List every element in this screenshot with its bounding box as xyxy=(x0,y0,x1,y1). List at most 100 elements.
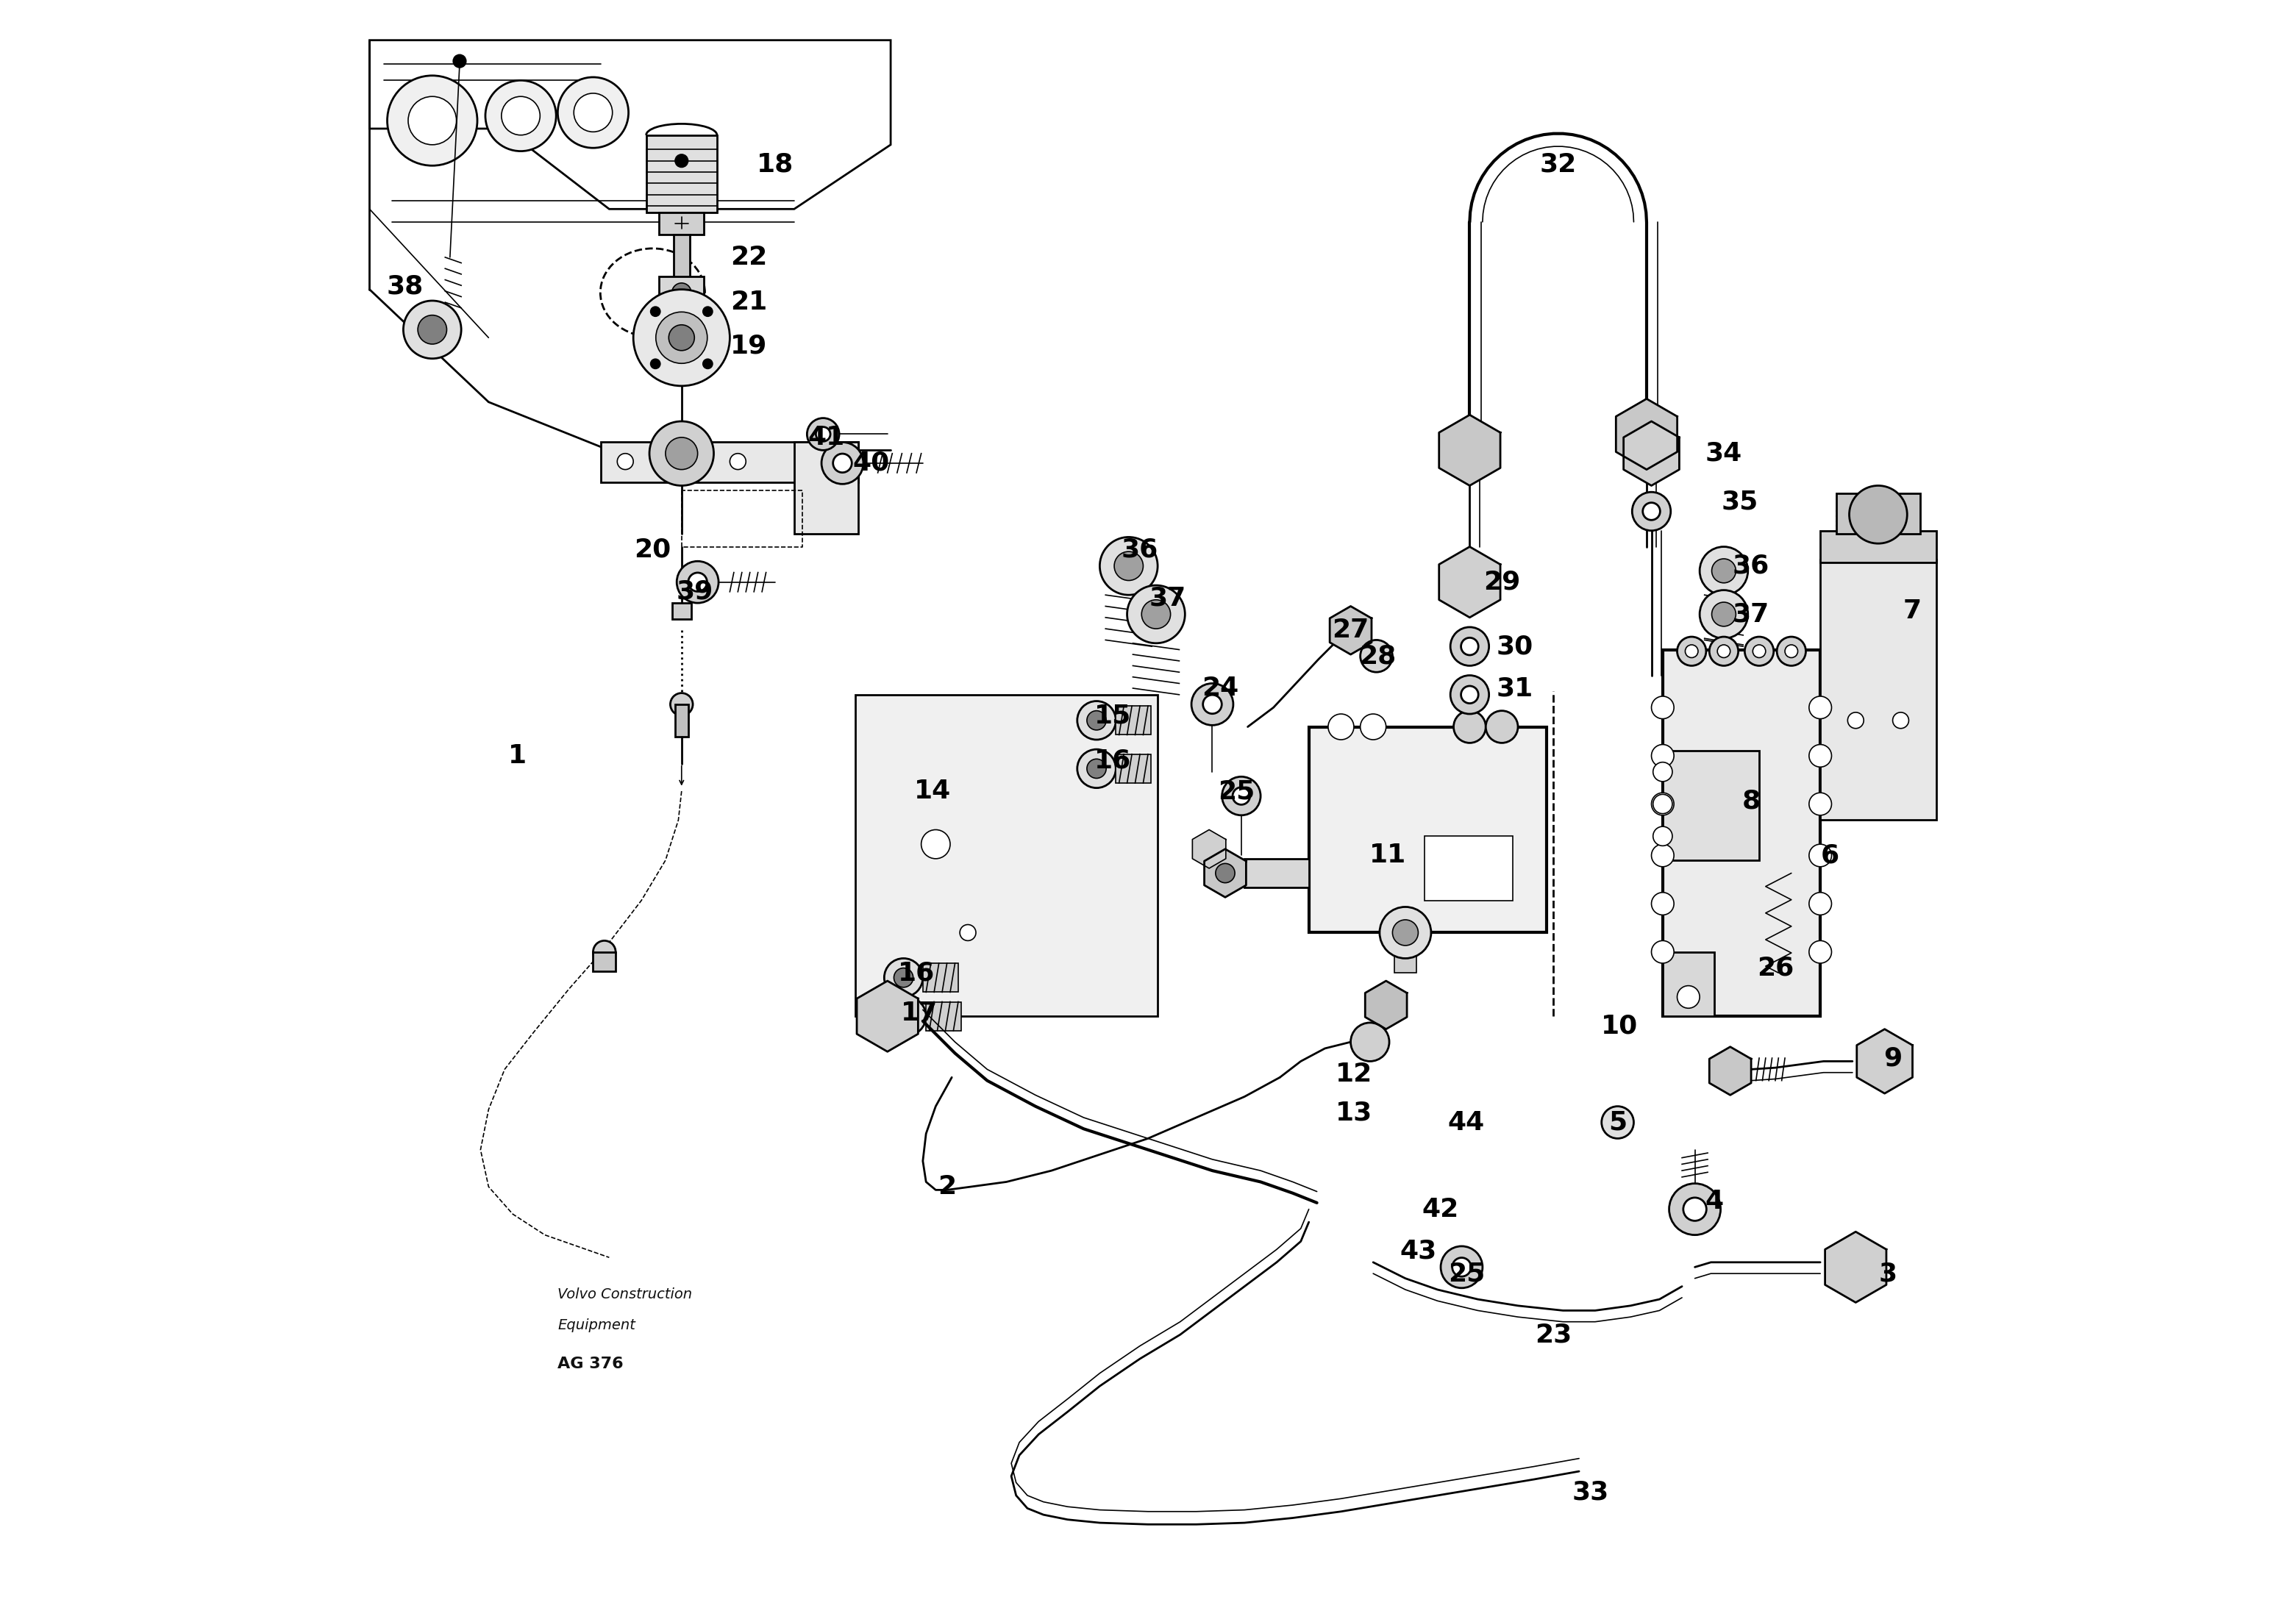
Circle shape xyxy=(703,359,712,368)
Text: 13: 13 xyxy=(1336,1100,1373,1126)
Circle shape xyxy=(1848,712,1864,728)
Text: 24: 24 xyxy=(1201,675,1240,701)
Text: 4: 4 xyxy=(1706,1188,1724,1214)
Circle shape xyxy=(893,968,914,987)
Text: 34: 34 xyxy=(1706,441,1743,466)
Text: 25: 25 xyxy=(1449,1261,1486,1286)
Circle shape xyxy=(1653,794,1671,814)
Text: 20: 20 xyxy=(634,537,670,563)
Circle shape xyxy=(1699,590,1747,638)
Circle shape xyxy=(1676,637,1706,666)
Circle shape xyxy=(1327,714,1355,740)
Circle shape xyxy=(1460,638,1479,654)
Circle shape xyxy=(1077,749,1116,788)
Circle shape xyxy=(1651,745,1674,767)
Circle shape xyxy=(1453,711,1486,743)
Circle shape xyxy=(921,830,951,859)
Circle shape xyxy=(1100,537,1157,595)
Bar xyxy=(923,963,957,992)
Text: 16: 16 xyxy=(898,960,934,986)
Text: 10: 10 xyxy=(1600,1013,1637,1039)
Circle shape xyxy=(670,693,693,716)
Circle shape xyxy=(1127,585,1185,643)
Text: 44: 44 xyxy=(1449,1110,1486,1135)
Bar xyxy=(794,442,859,534)
Circle shape xyxy=(1203,695,1221,714)
Text: 7: 7 xyxy=(1903,598,1922,624)
Text: 11: 11 xyxy=(1368,843,1405,868)
Circle shape xyxy=(484,80,556,151)
Text: 21: 21 xyxy=(730,289,767,315)
Circle shape xyxy=(833,453,852,473)
Text: 29: 29 xyxy=(1483,569,1520,595)
Circle shape xyxy=(1141,600,1171,629)
Circle shape xyxy=(1653,762,1671,781)
Circle shape xyxy=(1077,701,1116,740)
Text: Volvo Construction: Volvo Construction xyxy=(558,1288,693,1301)
Text: 19: 19 xyxy=(730,333,767,359)
Bar xyxy=(1424,836,1513,900)
Text: 23: 23 xyxy=(1534,1322,1573,1348)
Text: AG 376: AG 376 xyxy=(558,1356,625,1372)
Circle shape xyxy=(730,453,746,470)
Text: 28: 28 xyxy=(1359,643,1396,669)
Circle shape xyxy=(1486,711,1518,743)
Text: 9: 9 xyxy=(1883,1045,1901,1071)
Circle shape xyxy=(815,428,831,442)
Polygon shape xyxy=(1205,849,1247,897)
Circle shape xyxy=(1440,1246,1483,1288)
Circle shape xyxy=(1642,503,1660,519)
Bar xyxy=(925,1002,962,1031)
Polygon shape xyxy=(1329,606,1371,654)
Text: 39: 39 xyxy=(675,579,714,605)
Text: 43: 43 xyxy=(1401,1238,1437,1264)
Text: 1: 1 xyxy=(507,743,526,769)
Bar xyxy=(645,135,716,212)
Circle shape xyxy=(1745,637,1773,666)
Text: 32: 32 xyxy=(1541,151,1577,177)
Circle shape xyxy=(703,307,712,317)
Text: 25: 25 xyxy=(1217,778,1256,804)
Circle shape xyxy=(1192,683,1233,725)
Circle shape xyxy=(1086,711,1107,730)
Circle shape xyxy=(650,359,661,368)
Circle shape xyxy=(1221,777,1261,815)
Text: 36: 36 xyxy=(1733,553,1770,579)
Circle shape xyxy=(673,283,691,302)
Circle shape xyxy=(1848,486,1908,544)
Circle shape xyxy=(822,442,863,484)
Circle shape xyxy=(1717,645,1731,658)
Circle shape xyxy=(558,77,629,148)
Bar xyxy=(673,603,691,619)
Text: 22: 22 xyxy=(730,244,767,270)
Circle shape xyxy=(1215,863,1235,883)
Bar xyxy=(659,277,705,309)
Bar xyxy=(1821,560,1936,820)
Circle shape xyxy=(1651,793,1674,815)
Text: 5: 5 xyxy=(1609,1110,1628,1135)
Circle shape xyxy=(1713,560,1736,582)
Circle shape xyxy=(1086,759,1107,778)
Text: 37: 37 xyxy=(1148,585,1185,611)
Circle shape xyxy=(666,437,698,470)
Text: 40: 40 xyxy=(852,450,891,476)
Text: 15: 15 xyxy=(1095,703,1132,728)
Bar xyxy=(592,952,615,971)
Circle shape xyxy=(618,453,634,470)
Text: 3: 3 xyxy=(1878,1261,1896,1286)
Text: 6: 6 xyxy=(1821,843,1839,868)
Circle shape xyxy=(884,958,923,997)
Text: 17: 17 xyxy=(900,1000,939,1026)
Polygon shape xyxy=(1440,415,1499,486)
Circle shape xyxy=(1451,675,1490,714)
Circle shape xyxy=(1651,941,1674,963)
Circle shape xyxy=(388,76,478,166)
Bar xyxy=(659,212,705,235)
Circle shape xyxy=(1809,793,1832,815)
Circle shape xyxy=(1632,492,1671,531)
Circle shape xyxy=(1713,603,1736,626)
Circle shape xyxy=(418,315,448,344)
Circle shape xyxy=(1380,907,1430,958)
Circle shape xyxy=(1651,892,1674,915)
Circle shape xyxy=(1809,696,1832,719)
